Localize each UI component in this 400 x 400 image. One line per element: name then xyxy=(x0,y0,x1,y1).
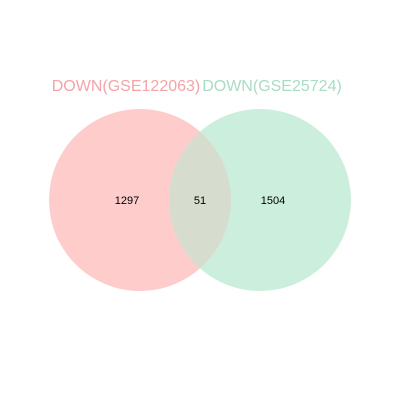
count-only-down-gse122063: 1297 xyxy=(115,195,139,207)
set-label-down-gse122063: DOWN(GSE122063) xyxy=(52,78,201,95)
count-intersection: 51 xyxy=(194,195,206,207)
set-label-down-gse25724: DOWN(GSE25724) xyxy=(202,78,342,95)
count-only-down-gse25724: 1504 xyxy=(261,195,285,207)
intersection-region xyxy=(169,109,231,291)
